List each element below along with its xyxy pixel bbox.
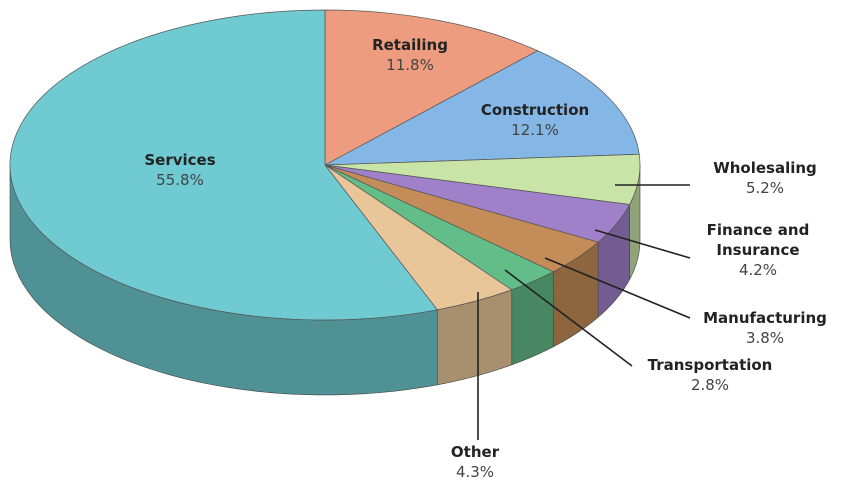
slice-label: Other 4.3% [451, 442, 499, 482]
category-name: Wholesaling [713, 159, 817, 177]
value-label: 4.2% [738, 261, 778, 279]
category-name: Finance and Insurance [706, 221, 810, 259]
slice-label: Transportation 2.8% [648, 355, 773, 395]
category-name: Transportation [647, 356, 773, 374]
slice-label: Construction 12.1% [481, 100, 589, 140]
slice [324, 50, 640, 166]
slice-label: Wholesaling 5.2% [713, 158, 817, 198]
slice-label: Services 55.8% [144, 150, 215, 190]
value-label: 5.2% [745, 179, 785, 197]
value-label: 2.8% [690, 376, 730, 394]
leader-line [594, 229, 691, 259]
slice [324, 9, 539, 166]
category-name: Manufacturing [703, 309, 827, 327]
slice-label: Retailing 11.8% [372, 35, 448, 75]
value-label: 4.3% [455, 463, 495, 481]
value-label: 11.8% [386, 56, 434, 74]
leader-line [544, 257, 691, 319]
category-name: Other [450, 443, 500, 461]
slice [9, 9, 438, 321]
value-label: 3.8% [745, 329, 785, 347]
leader-line [504, 269, 633, 367]
slice-label: Manufacturing 3.8% [703, 308, 827, 348]
value-label: 12.1% [511, 121, 559, 139]
value-label: 55.8% [156, 171, 204, 189]
category-name: Construction [480, 101, 590, 119]
category-name: Retailing [372, 36, 448, 54]
slice-label: Finance and Insurance 4.2% [698, 220, 818, 280]
category-name: Services [144, 151, 216, 169]
